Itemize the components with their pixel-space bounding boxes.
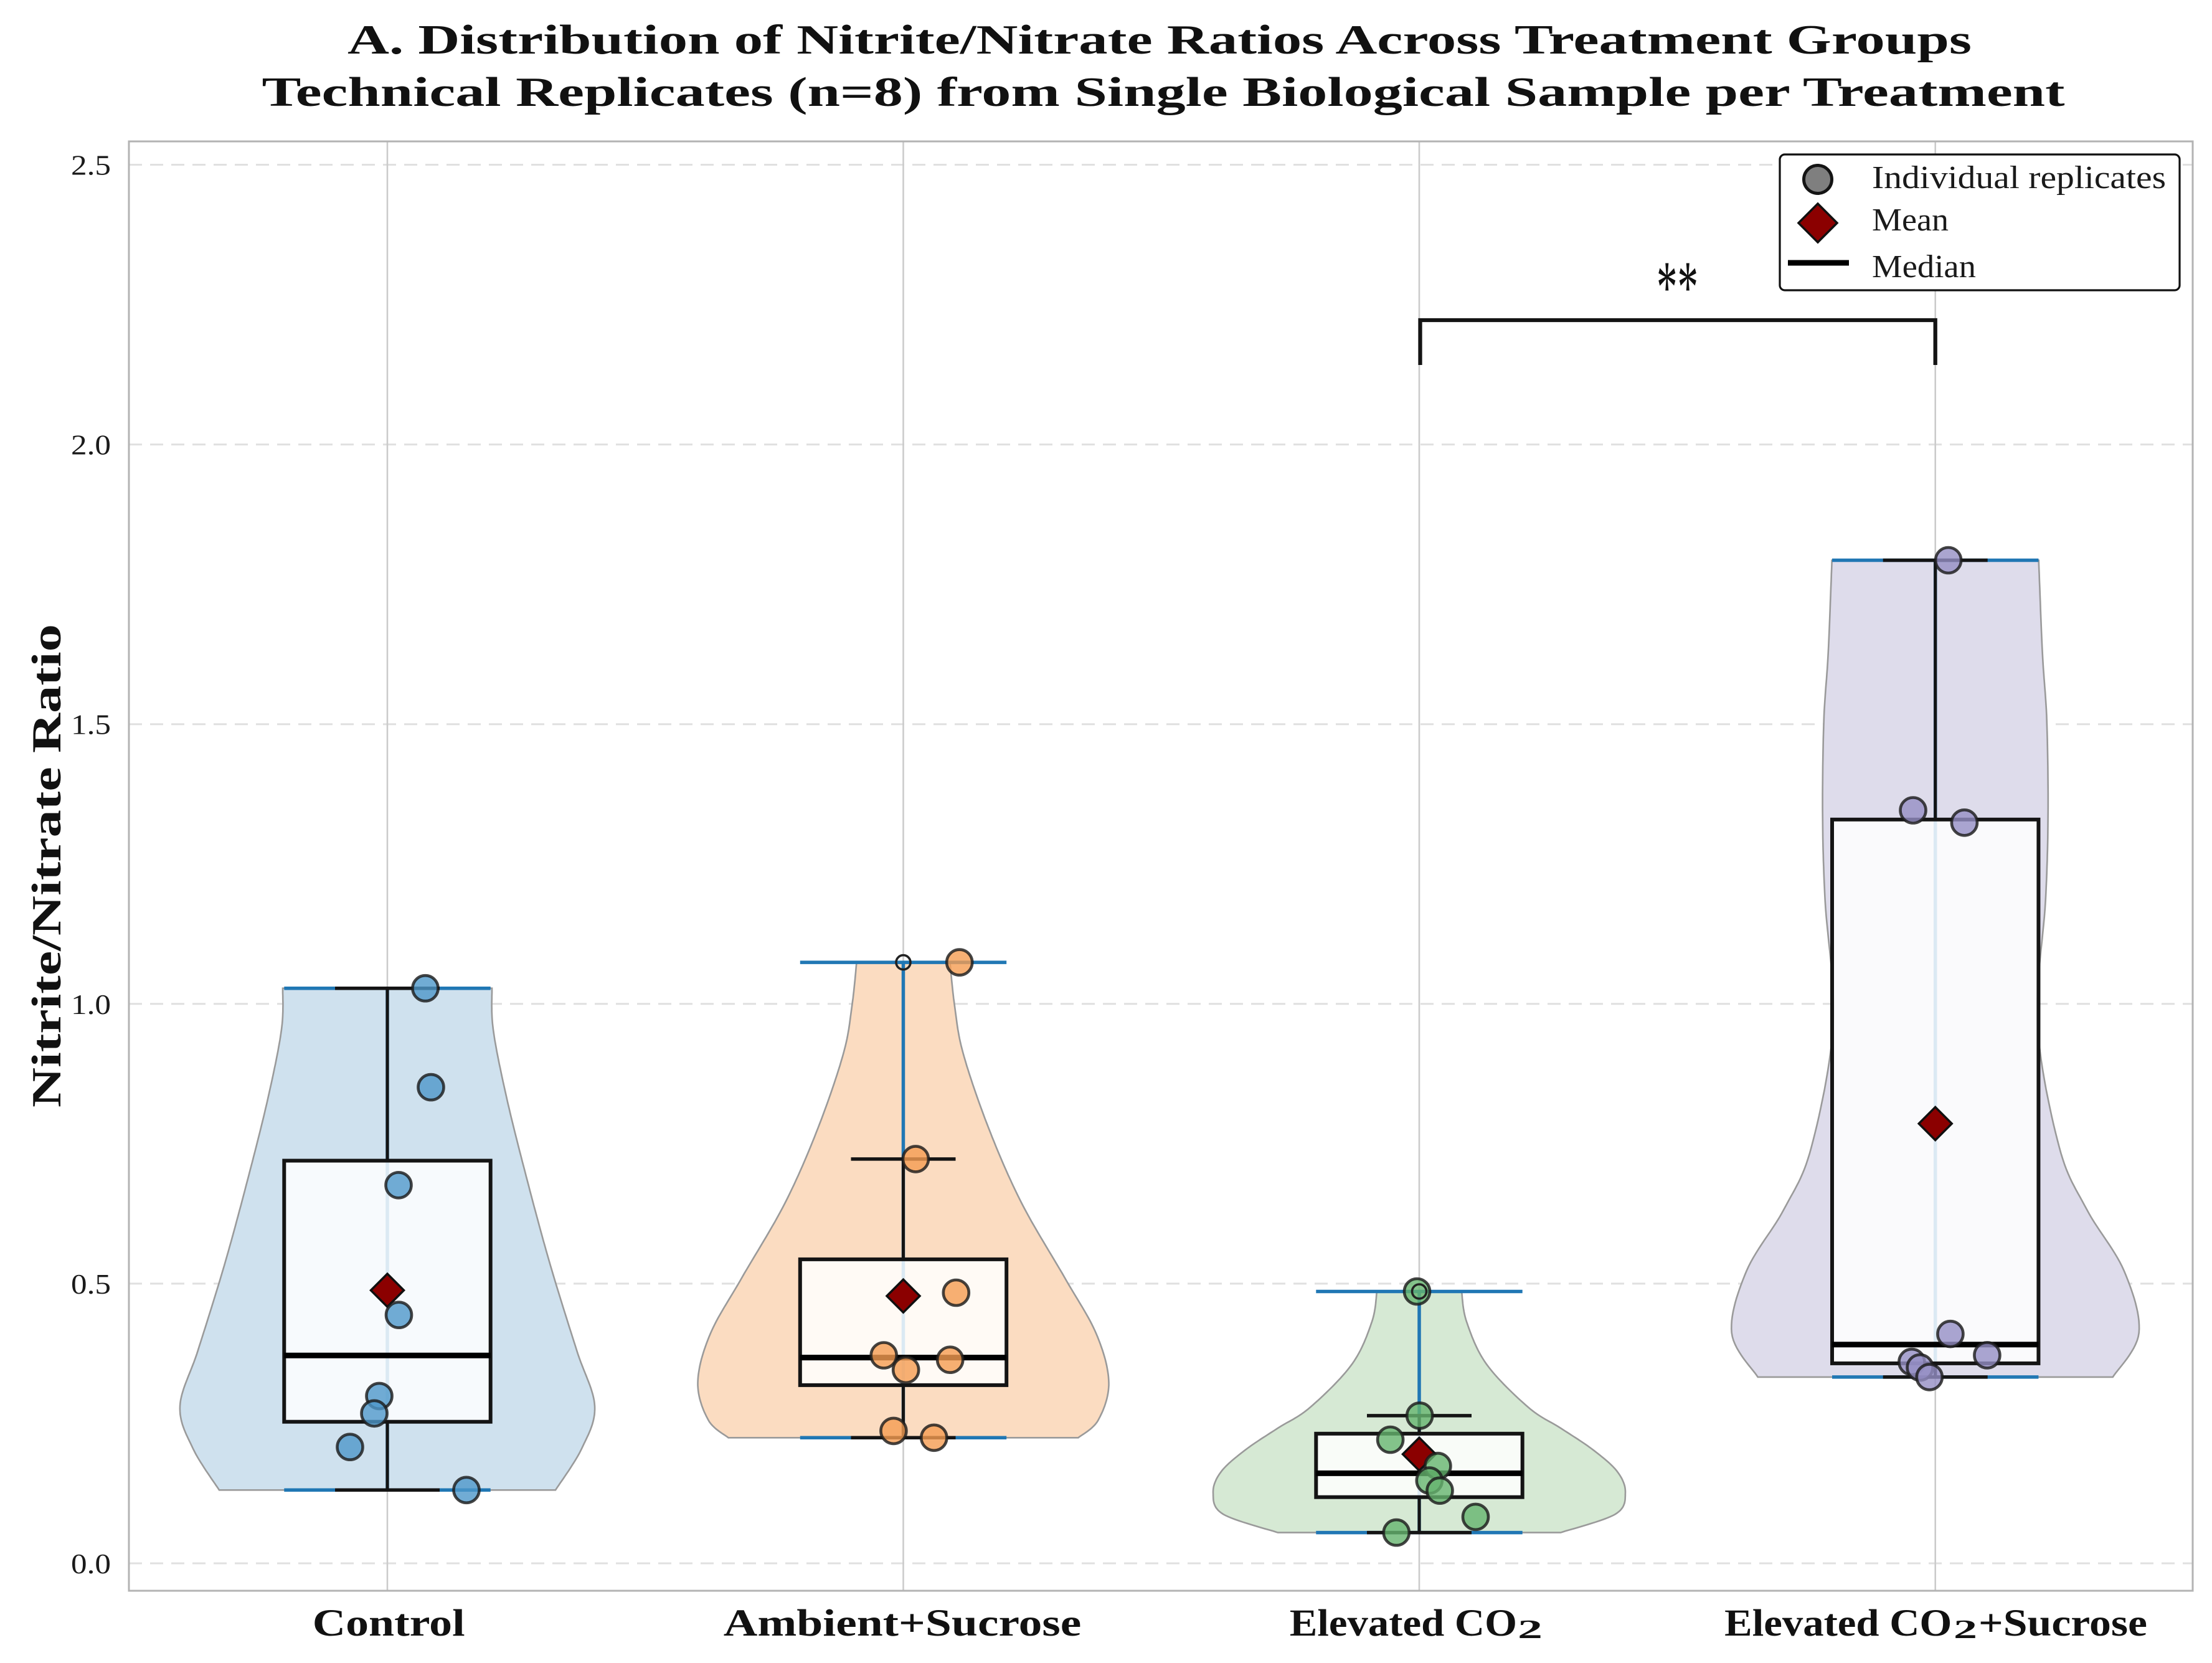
svg-text:Elevated CO: Elevated CO [1724,1603,1952,1644]
svg-text:Median: Median [1872,249,1976,285]
svg-text:Nitrite/Nitrate Ratio: Nitrite/Nitrate Ratio [24,624,70,1107]
svg-text:1.0: 1.0 [71,988,111,1020]
svg-text:Elevated CO: Elevated CO [1290,1603,1517,1644]
svg-text:2.0: 2.0 [71,429,111,461]
svg-text:2: 2 [1518,1616,1543,1644]
svg-text:Control: Control [313,1603,465,1644]
svg-text:A. Distribution of Nitrite/Nit: A. Distribution of Nitrite/Nitrate Ratio… [347,17,1972,63]
svg-text:0.5: 0.5 [71,1268,111,1300]
svg-text:0.0: 0.0 [71,1548,111,1580]
svg-text:2: 2 [1954,1616,1977,1644]
svg-text:Ambient+Sucrose: Ambient+Sucrose [724,1603,1082,1644]
svg-text:Individual replicates: Individual replicates [1872,160,2166,196]
svg-text:Mean: Mean [1872,202,1949,238]
svg-text:Technical Replicates (n=8) fro: Technical Replicates (n=8) from Single B… [262,69,2066,115]
svg-text:1.5: 1.5 [71,709,111,741]
svg-text:+Sucrose: +Sucrose [1978,1603,2147,1644]
svg-text:2.5: 2.5 [71,149,111,181]
svg-text:**: ** [1657,245,1698,328]
